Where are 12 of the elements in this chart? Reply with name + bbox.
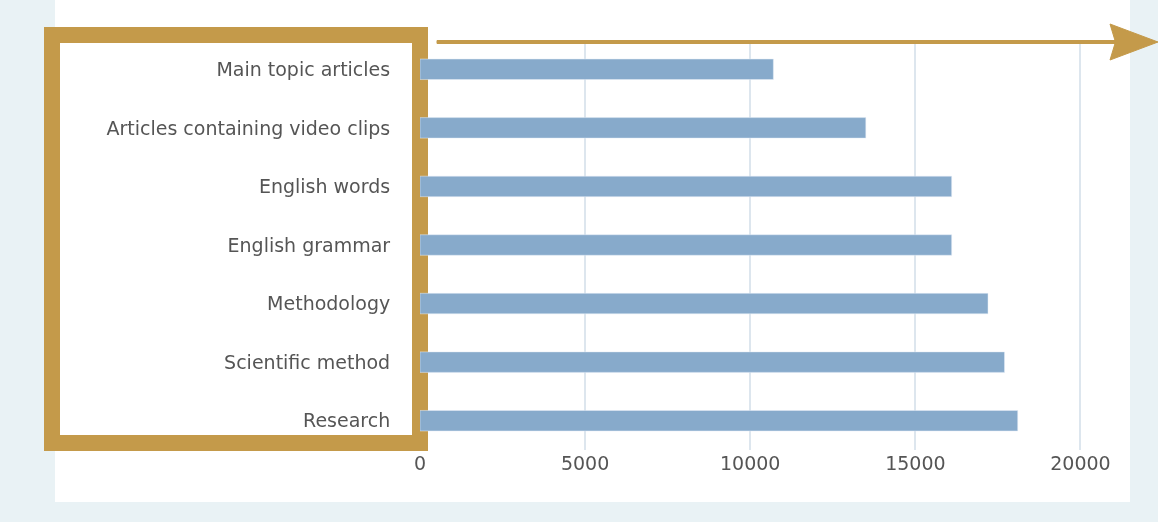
x-tick-label: 10000 [720, 452, 781, 474]
x-tick-label: 5000 [560, 452, 610, 474]
y-tick-label: Main topic articles [216, 57, 391, 80]
y-tick-label: Research [303, 409, 391, 432]
y-tick-label: Articles containing video clips [106, 116, 391, 139]
x-tick-label: 15000 [885, 452, 946, 474]
y-tick-label: English grammar [227, 233, 391, 256]
y-tick-label: English words [258, 175, 391, 198]
x-tick-label: 20000 [1050, 452, 1111, 474]
x-tick-label: 0 [413, 452, 427, 474]
y-tick-label: Methodology [267, 292, 391, 315]
y-tick-label: Scientific method [224, 350, 391, 373]
